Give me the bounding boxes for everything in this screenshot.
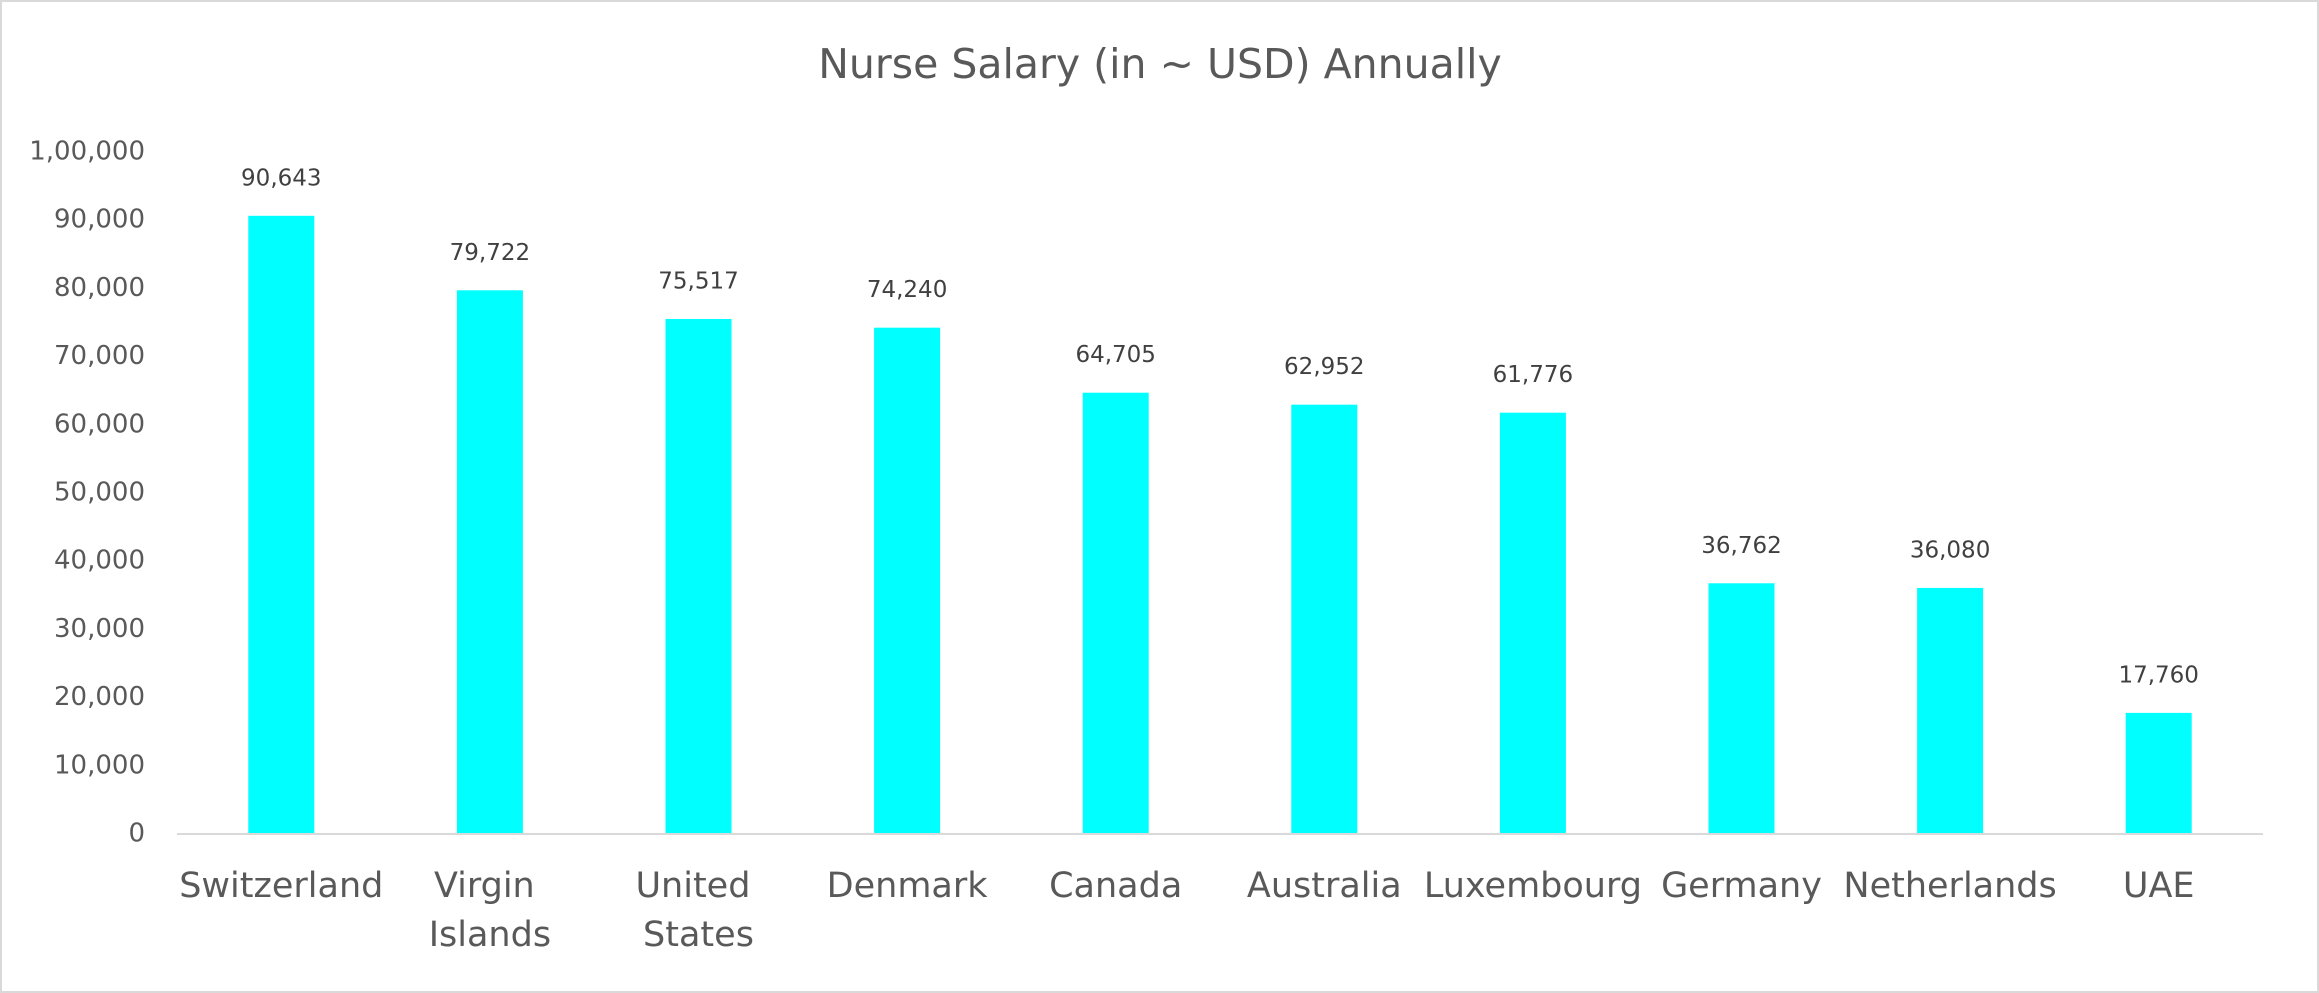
y-tick-label: 70,000 (54, 341, 145, 371)
y-tick-label: 90,000 (54, 205, 145, 235)
data-label: 74,240 (867, 277, 947, 303)
bar (1291, 404, 1358, 834)
x-tick-label: Australia (1247, 866, 1402, 906)
bar (248, 215, 315, 834)
x-tick-label: Denmark (827, 866, 989, 906)
x-tick-label: Canada (1049, 866, 1182, 906)
y-tick-label: 0 (128, 819, 145, 849)
bar (665, 318, 732, 834)
y-tick-label: 40,000 (54, 546, 145, 576)
bar (1082, 392, 1149, 834)
chart-title: Nurse Salary (in ~ USD) Annually (818, 40, 1502, 88)
y-tick-label: 60,000 (54, 409, 145, 439)
bar (1708, 583, 1775, 834)
bar (456, 290, 523, 834)
x-tick-label: Virgin Islands (429, 866, 551, 955)
y-tick-label: 10,000 (54, 750, 145, 780)
data-label: 75,517 (658, 268, 738, 294)
y-tick-label: 80,000 (54, 273, 145, 303)
data-label: 36,080 (1910, 537, 1990, 563)
y-tick-label: 20,000 (54, 682, 145, 712)
bar (2125, 712, 2192, 834)
x-tick-label: Germany (1661, 866, 1822, 906)
y-tick-label: 1,00,000 (29, 137, 145, 167)
data-label: 64,705 (1075, 342, 1155, 368)
x-tick-label: Luxembourg (1424, 866, 1642, 906)
data-label: 79,722 (450, 240, 530, 266)
x-tick-label: Switzerland (179, 866, 383, 906)
y-tick-label: 50,000 (54, 478, 145, 508)
data-label: 61,776 (1493, 362, 1573, 388)
data-label: 17,760 (2118, 662, 2198, 688)
bar (1917, 587, 1984, 834)
y-tick-label: 30,000 (54, 614, 145, 644)
x-tick-label: United States (635, 866, 761, 955)
data-label: 36,762 (1701, 533, 1781, 559)
x-tick-label: UAE (2123, 866, 2195, 906)
data-label: 90,643 (241, 165, 321, 191)
bar (1499, 412, 1566, 834)
data-label: 62,952 (1284, 354, 1364, 380)
bar (874, 327, 941, 834)
x-tick-label: Netherlands (1843, 866, 2056, 906)
